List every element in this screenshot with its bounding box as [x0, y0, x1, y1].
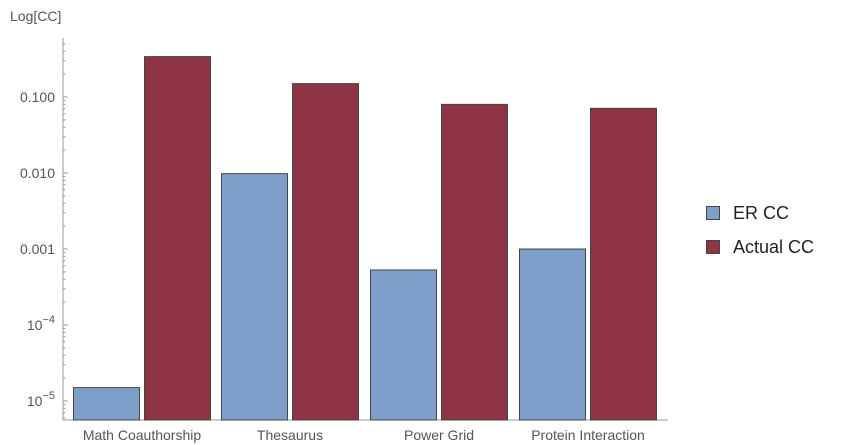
bar-er-cc-protein-interaction	[519, 248, 586, 421]
bars	[73, 56, 657, 421]
x-tick-label: Power Grid	[404, 427, 474, 443]
legend-item-er-cc: ER CC	[706, 196, 814, 230]
bar-actual-cc-protein-interaction	[590, 107, 657, 421]
legend-label-er-cc: ER CC	[733, 202, 790, 223]
y-axis-label: Log[CC]	[10, 8, 61, 24]
y-tick-label: 10−5	[27, 390, 55, 409]
category-labels: Math Coauthorship Thesaurus Power Grid Prot…	[83, 427, 645, 443]
y-tick-label: 0.100	[20, 89, 55, 105]
y-tick-label: 10−4	[27, 314, 55, 333]
legend: ER CC Actual CC	[706, 196, 814, 264]
bar-er-cc-thesaurus	[221, 173, 288, 421]
bar-er-cc-power-grid	[370, 269, 437, 421]
bar-actual-cc-thesaurus	[292, 83, 359, 421]
bar-actual-cc-power-grid	[441, 103, 508, 421]
y-ticks: 10−5 10−4 0.001 0.010 0.100	[20, 43, 68, 419]
y-tick-label: 0.010	[20, 165, 55, 181]
x-tick-label: Math Coauthorship	[83, 427, 202, 443]
legend-swatch-actual-cc	[706, 240, 720, 254]
bar-actual-cc-math-coauthorship	[144, 56, 211, 421]
legend-item-actual-cc: Actual CC	[706, 230, 814, 264]
legend-label-actual-cc: Actual CC	[733, 236, 815, 257]
x-tick-label: Thesaurus	[257, 427, 323, 443]
bar-er-cc-math-coauthorship	[73, 387, 140, 421]
y-tick-label: 0.001	[20, 241, 55, 257]
legend-swatch-er-cc	[706, 206, 720, 220]
x-tick-label: Protein Interaction	[531, 427, 645, 443]
